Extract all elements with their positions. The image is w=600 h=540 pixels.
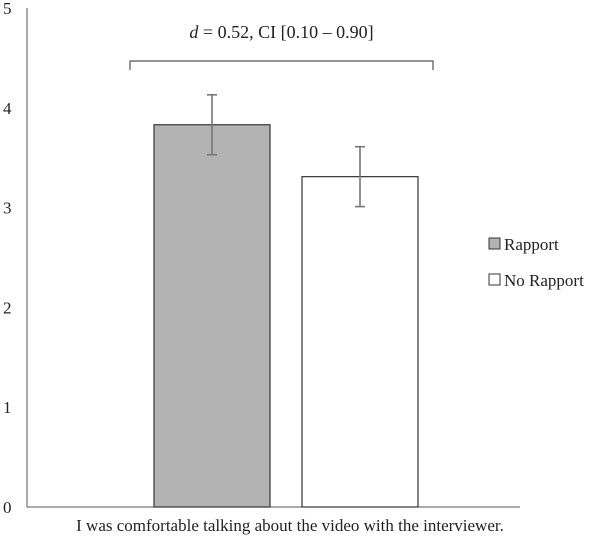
effect-size-symbol: d <box>189 22 199 42</box>
y-axis: 0 1 2 3 4 5 <box>3 0 520 517</box>
legend-label: Rapport <box>504 235 559 254</box>
bar-rapport <box>153 124 271 508</box>
legend-swatch <box>488 273 501 286</box>
error-bars <box>207 94 365 208</box>
y-tick-label: 1 <box>3 398 12 417</box>
legend-swatch <box>488 237 501 250</box>
legend: Rapport No Rapport <box>488 235 584 290</box>
y-tick-label: 4 <box>3 99 12 118</box>
x-category-label: I was comfortable talking about the vide… <box>76 516 504 535</box>
effect-size-annotation: d = 0.52, CI [0.10 – 0.90] <box>189 22 373 42</box>
bracket-line <box>129 60 434 70</box>
bars <box>153 124 419 508</box>
y-tick-label: 3 <box>3 199 12 218</box>
significance-bracket <box>129 60 434 70</box>
effect-size-value: = 0.52, CI [0.10 – 0.90] <box>198 22 373 42</box>
y-tick-label: 0 <box>3 498 12 517</box>
bar-no-rapport <box>301 176 419 508</box>
y-tick-label: 2 <box>3 298 12 317</box>
y-tick-label: 5 <box>3 0 12 18</box>
legend-label: No Rapport <box>504 271 584 290</box>
